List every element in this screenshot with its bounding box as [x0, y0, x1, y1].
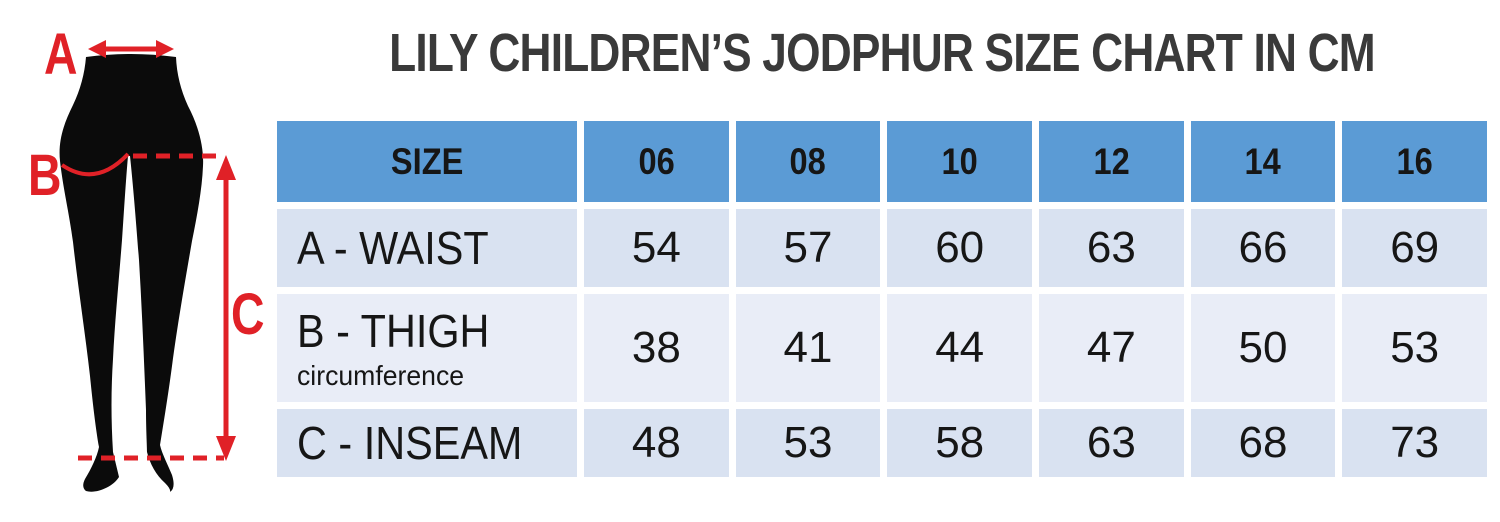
header-cell-08: 08	[735, 121, 881, 202]
waist-arrow-right-head	[156, 40, 174, 58]
header-size-10: 10	[941, 140, 978, 182]
inseam-value-06: 48	[584, 409, 729, 477]
row-label-waist: A - WAIST	[277, 209, 577, 287]
header-size-16: 16	[1396, 140, 1433, 182]
thigh-value-16: 53	[1342, 294, 1487, 402]
thigh-value-10: 44	[887, 294, 1032, 402]
thigh-value-06: 38	[584, 294, 729, 402]
header-size-label: SIZE	[390, 140, 464, 182]
measurement-figure: A B C	[0, 0, 280, 522]
header-cell-06: 06	[584, 121, 729, 202]
label-a: A	[44, 22, 78, 87]
header-size-14: 14	[1244, 140, 1282, 182]
thigh-value-14: 50	[1190, 294, 1336, 402]
waist-value-12: 63	[1039, 209, 1184, 287]
inseam-value-12: 63	[1039, 409, 1184, 477]
header-cell-10: 10	[887, 121, 1032, 202]
row-label-thigh: B - THIGH circumference	[277, 294, 577, 402]
row-label-inseam: C - INSEAM	[277, 409, 577, 477]
thigh-sublabel-text: circumference	[297, 360, 465, 391]
inseam-label-text: C - INSEAM	[297, 417, 523, 469]
header-cell-14: 14	[1190, 121, 1336, 202]
header-cell-12: 12	[1039, 121, 1184, 202]
jodhpur-silhouette-icon: A B C	[28, 22, 265, 492]
header-size-06: 06	[638, 140, 675, 182]
thigh-label-stack: B - THIGH circumference	[297, 304, 511, 392]
inseam-value-08: 53	[735, 409, 881, 477]
inseam-value-10: 58	[887, 409, 1032, 477]
label-c: C	[231, 282, 265, 347]
waist-value-14: 66	[1190, 209, 1336, 287]
inseam-value-16: 73	[1342, 409, 1487, 477]
inseam-value-14: 68	[1190, 409, 1336, 477]
waist-value-16: 69	[1342, 209, 1487, 287]
inseam-arrow-top-head	[216, 155, 236, 180]
waist-arrow-left-head	[88, 40, 106, 58]
tights-silhouette-shape	[59, 54, 204, 492]
header-size-12: 12	[1093, 140, 1130, 182]
label-b: B	[28, 143, 62, 208]
waist-value-10: 60	[887, 209, 1032, 287]
header-cell-16: 16	[1342, 121, 1487, 202]
inseam-arrow-bottom-head	[216, 436, 236, 461]
size-table: SIZE 06 08 10 12 14 16 A - WAIST 54 57 6…	[277, 121, 1487, 477]
waist-value-06: 54	[584, 209, 729, 287]
waist-value-08: 57	[735, 209, 881, 287]
thigh-label-text: B - THIGH	[297, 305, 490, 357]
header-cell-size: SIZE	[277, 121, 577, 202]
header-size-08: 08	[789, 140, 827, 182]
thigh-value-12: 47	[1039, 294, 1184, 402]
thigh-value-08: 41	[735, 294, 881, 402]
page-title: LILY CHILDREN’S JODPHUR SIZE CHART IN CM	[389, 23, 1376, 83]
waist-label-text: A - WAIST	[297, 222, 489, 274]
thigh-arc-line	[60, 152, 130, 177]
